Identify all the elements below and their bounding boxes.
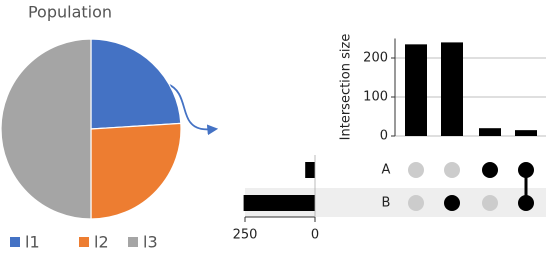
intersection-bar [405, 44, 427, 136]
chart-title: Population [28, 3, 112, 22]
membership-dot [482, 195, 498, 211]
membership-dot [444, 162, 460, 178]
y-tick-label: 100 [363, 90, 388, 105]
membership-dot [408, 195, 424, 211]
y-tick-label: 200 [363, 51, 388, 66]
legend-swatch [10, 237, 20, 247]
connector-arrow [166, 83, 219, 136]
set-size-bar [243, 195, 315, 211]
legend-label: l2 [94, 233, 109, 252]
pie-slice [90, 122, 182, 220]
x-tick-label: 250 [233, 228, 258, 243]
intersection-bar [479, 128, 501, 136]
legend-label: l1 [25, 233, 40, 252]
membership-dot [444, 195, 460, 211]
pie-slice [90, 38, 182, 130]
y-tick-label: 0 [380, 129, 388, 144]
x-tick-label: 0 [311, 228, 319, 243]
intersection-bar [515, 130, 537, 136]
set-size-bar [305, 162, 315, 178]
intersection-bar [441, 42, 463, 136]
legend-label: l3 [143, 233, 158, 252]
legend-swatch [79, 237, 89, 247]
pie-slice [0, 38, 92, 220]
membership-dot [482, 162, 498, 178]
y-axis-label: Intersection size [339, 34, 354, 141]
set-label: B [382, 196, 391, 211]
membership-dot [408, 162, 424, 178]
set-label: A [382, 163, 391, 178]
legend-swatch [128, 237, 138, 247]
